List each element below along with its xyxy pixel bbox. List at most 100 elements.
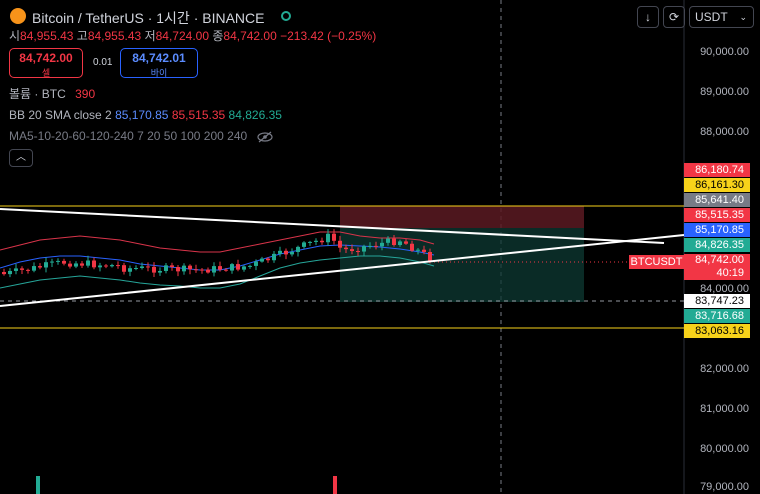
symbol-title[interactable]: Bitcoin / TetherUS: [32, 10, 144, 26]
refresh-button[interactable]: ⟳: [663, 6, 685, 28]
candle-body: [350, 249, 354, 252]
price-label-yellow-bottom: 83,063.16: [684, 324, 750, 338]
interval-label[interactable]: 1시간: [156, 10, 190, 26]
low-label: 저: [144, 29, 156, 43]
price-tick: 88,000.00: [700, 126, 749, 138]
change-value: −213.42 (−0.25%): [280, 29, 377, 43]
candle-body: [296, 246, 300, 252]
candle-body: [230, 264, 234, 271]
candle-body: [182, 265, 186, 272]
candle-body: [320, 240, 324, 243]
candle-body: [152, 266, 156, 273]
close-label: 종: [212, 29, 224, 43]
candle-body: [68, 263, 72, 267]
low-value: 84,724.00: [155, 29, 209, 43]
candle-body: [290, 251, 294, 255]
candle-body: [410, 243, 414, 251]
buy-button[interactable]: 84,742.01 바이: [120, 48, 198, 78]
candle-countdown: 40:19: [716, 267, 744, 279]
candle-body: [62, 260, 66, 264]
candle-body: [248, 265, 252, 267]
header-separator: ·: [147, 10, 153, 26]
candle-body: [314, 240, 318, 242]
candle-body: [56, 260, 60, 262]
spread-value: 0.01: [93, 57, 113, 68]
candle-body: [344, 247, 348, 250]
candle-body: [278, 250, 282, 254]
candle-body: [242, 266, 246, 270]
refresh-icon: ⟳: [668, 10, 680, 24]
hidden-eye-icon[interactable]: [256, 131, 273, 143]
price-tick: 90,000.00: [700, 46, 749, 58]
candle-body: [104, 265, 108, 267]
short-position-target-zone[interactable]: [340, 228, 584, 302]
trendline-upper[interactable]: [0, 208, 665, 244]
candle-body: [26, 269, 30, 271]
price-label-grey: 85,641.40: [684, 193, 750, 207]
candle-body: [218, 266, 222, 270]
candle-body: [206, 269, 210, 273]
price-label-crosshair: 83,747.23: [684, 294, 750, 308]
candle-body: [146, 266, 150, 268]
open-value: 84,955.43: [20, 29, 74, 43]
chevron-up-icon: ︿: [16, 152, 26, 163]
candle-body: [74, 263, 78, 267]
candle-body: [80, 263, 84, 266]
candle-body: [20, 268, 24, 270]
candle-body: [236, 264, 240, 270]
candle-body: [134, 268, 138, 270]
candle-body: [326, 233, 330, 243]
candle-body: [398, 241, 402, 246]
collapse-legend-button[interactable]: ︿: [9, 149, 33, 167]
currency-select[interactable]: USDT ⌄: [689, 6, 754, 28]
download-button[interactable]: ↓: [637, 6, 659, 28]
candle-body: [158, 270, 162, 273]
bitcoin-logo-icon: [10, 8, 26, 24]
close-value: 84,742.00: [223, 29, 277, 43]
candle-body: [380, 242, 384, 247]
candle-body: [140, 266, 144, 269]
candle-body: [86, 260, 90, 266]
candle-body: [422, 249, 426, 252]
price-label-yellow-top: 86,161.30: [684, 178, 750, 192]
candle-body: [110, 265, 114, 267]
candle-body: [212, 266, 216, 273]
ma-legend[interactable]: MA5-10-20-60-120-240 7 20 50 100 200 240: [9, 129, 273, 143]
candle-body: [374, 245, 378, 247]
volume-legend[interactable]: 볼륨 · BTC 390: [9, 85, 95, 102]
buy-label: 바이: [150, 68, 168, 78]
candle-body: [38, 266, 42, 268]
bb-lower-value: 84,826.35: [228, 108, 282, 122]
bb-legend[interactable]: BB 20 SMA close 2 85,170.85 85,515.35 84…: [9, 108, 282, 122]
candle-body: [302, 242, 306, 247]
candle-body: [416, 249, 420, 251]
candle-body: [284, 250, 288, 255]
volume-label: 볼륨 · BTC: [9, 87, 66, 101]
price-tick: 89,000.00: [700, 86, 749, 98]
price-tick: 84,000.00: [700, 283, 749, 295]
candle-body: [122, 265, 126, 272]
currency-value: USDT: [695, 10, 728, 24]
candle-body: [92, 260, 96, 268]
candle-body: [428, 251, 432, 261]
exchange-label: BINANCE: [202, 10, 265, 26]
open-label: 시: [9, 29, 21, 43]
candle-body: [32, 266, 36, 271]
price-label-bb-lower: 84,826.35: [684, 238, 750, 252]
candle-body: [194, 269, 198, 271]
market-status-icon[interactable]: [281, 11, 291, 21]
candle-body: [338, 240, 342, 248]
candle-body: [356, 251, 360, 253]
trendline-lower[interactable]: [0, 234, 685, 307]
sell-button[interactable]: 84,742.00 셀: [9, 48, 83, 78]
candle-body: [176, 267, 180, 272]
candle-body: [128, 268, 132, 272]
ma-label: MA5-10-20-60-120-240 7 20 50 100 200 240: [9, 129, 248, 143]
short-position-stop-zone[interactable]: [340, 206, 584, 228]
download-icon: ↓: [645, 10, 651, 24]
candle-body: [8, 270, 12, 275]
last-price-value: 84,742.00: [695, 254, 744, 266]
price-label-bb-basis: 85,170.85: [684, 223, 750, 237]
candle-body: [392, 238, 396, 246]
